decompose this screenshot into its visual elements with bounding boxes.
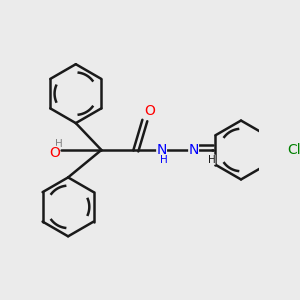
Text: H: H xyxy=(160,155,168,165)
Text: O: O xyxy=(144,104,155,118)
Text: N: N xyxy=(188,143,199,157)
Text: N: N xyxy=(156,143,167,157)
Text: O: O xyxy=(49,146,60,160)
Text: Cl: Cl xyxy=(287,143,300,157)
Text: H: H xyxy=(208,155,215,165)
Text: H: H xyxy=(55,139,62,149)
